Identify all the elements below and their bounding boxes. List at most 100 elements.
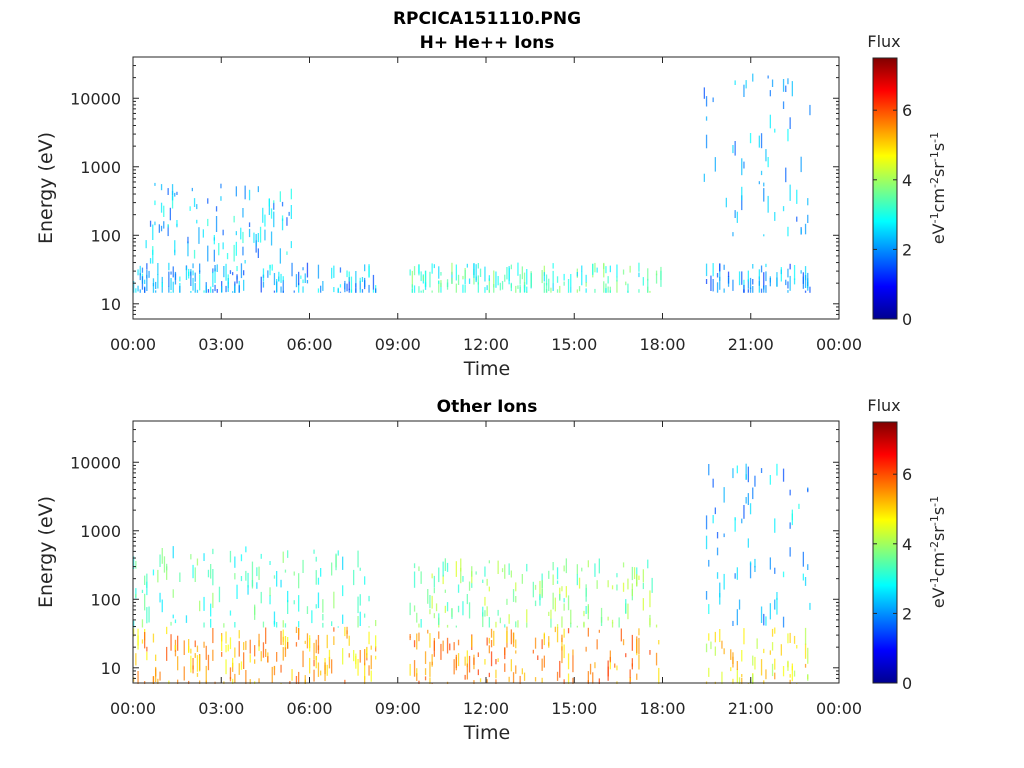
spectrogram-streak	[278, 271, 280, 282]
spectrogram-streak	[462, 275, 464, 280]
spectrogram-streak	[286, 251, 288, 255]
spectrogram-streak	[490, 628, 493, 638]
spectrogram-streak	[298, 621, 300, 628]
spectrogram-streak	[572, 649, 574, 656]
spectrogram-streak	[280, 630, 282, 645]
spectrogram-streak	[466, 650, 468, 668]
spectrogram-streak	[556, 627, 559, 643]
spectrogram-streak	[366, 648, 368, 658]
spectrogram-streak	[749, 277, 752, 289]
x-tick-label: 09:00	[375, 335, 421, 354]
spectrogram-streak	[515, 596, 517, 603]
spectrogram-streak	[155, 281, 157, 289]
colorbar-tick-label: 6	[902, 101, 912, 120]
spectrogram-streak	[240, 263, 243, 279]
spectrogram-streak	[225, 631, 227, 644]
spectrogram-streak	[238, 663, 240, 675]
spectrogram-streak	[438, 631, 440, 639]
spectrogram-streak	[570, 609, 572, 624]
spectrogram-streak	[273, 665, 276, 676]
spectrogram-streak	[190, 291, 192, 293]
spectrogram-streak	[486, 578, 488, 586]
spectrogram-streak	[152, 633, 155, 643]
spectrogram-streak	[260, 553, 262, 559]
spectrogram-streak	[240, 576, 243, 582]
spectrogram-streak	[596, 639, 598, 650]
spectrogram-streak	[418, 566, 420, 572]
spectrogram-streak	[642, 277, 644, 286]
spectrogram-streak	[171, 184, 174, 196]
spectrogram-streak	[172, 589, 174, 598]
spectrogram-streak	[787, 290, 789, 293]
spectrogram-streak	[328, 656, 331, 669]
spectrogram-streak	[523, 285, 526, 293]
spectrogram	[133, 73, 811, 293]
spectrogram-streak	[212, 649, 214, 661]
spectrogram-streak	[190, 554, 192, 560]
spectrogram-streak	[530, 273, 532, 287]
spectrogram-streak	[260, 651, 262, 662]
spectrogram-streak	[248, 189, 251, 201]
spectrogram-streak	[504, 564, 506, 579]
spectrogram-streak	[519, 274, 521, 284]
spectrogram-streak	[541, 658, 543, 671]
spectrogram-streak	[723, 264, 725, 270]
spectrogram-streak	[144, 575, 146, 585]
spectrogram-streak	[647, 278, 649, 293]
spectrogram-streak	[375, 635, 377, 648]
spectrogram-streak	[765, 271, 767, 282]
spectrogram-streak	[705, 279, 708, 284]
spectrogram-streak	[457, 639, 460, 646]
spectrogram-streak	[486, 679, 488, 683]
spectrogram-streak	[703, 87, 705, 99]
x-tick-label: 03:00	[198, 699, 244, 718]
spectrogram-streak	[780, 644, 782, 656]
spectrogram-streak	[585, 274, 587, 283]
spectrogram-streak	[607, 616, 609, 621]
spectrogram-streak	[375, 646, 377, 652]
spectrogram-streak	[512, 632, 515, 643]
spectrogram-streak	[290, 188, 292, 200]
spectrogram-streak	[723, 573, 725, 590]
spectrogram-streak	[411, 270, 413, 288]
spectrogram-streak	[225, 659, 227, 675]
spectrogram-streak	[233, 244, 235, 262]
spectrogram-streak	[210, 618, 212, 628]
spectrogram-streak	[589, 663, 592, 675]
spectrogram-streak	[712, 263, 714, 277]
spectrogram-streak	[409, 663, 411, 676]
spectrogram-streak	[280, 286, 282, 293]
spectrogram-streak	[234, 556, 236, 568]
spectrogram-streak	[210, 564, 212, 579]
spectrogram-streak	[322, 281, 324, 291]
spectrogram-streak	[462, 576, 464, 582]
spectrogram-streak	[752, 73, 754, 82]
spectrogram-streak	[326, 634, 328, 649]
spectrogram-streak	[649, 618, 651, 626]
spectrogram-streak	[348, 635, 350, 646]
spectrogram-streak	[523, 272, 526, 289]
spectrogram-streak	[556, 567, 559, 580]
spectrogram-streak	[642, 569, 644, 583]
spectrogram-streak	[638, 289, 640, 293]
spectrogram-streak	[172, 546, 174, 559]
x-tick-label: 06:00	[286, 335, 332, 354]
spectrogram-streak	[203, 641, 205, 648]
spectrogram-streak	[168, 262, 170, 271]
spectrogram-streak	[295, 626, 298, 633]
spectrogram-streak	[763, 285, 765, 293]
spectrogram-streak	[488, 289, 490, 293]
spectrogram-streak	[229, 550, 232, 563]
spectrogram-streak	[422, 275, 424, 281]
spectrogram-streak	[342, 585, 344, 597]
spectrogram-streak	[154, 221, 156, 226]
spectrogram-streak	[309, 657, 311, 674]
spectrogram-streak	[519, 284, 521, 293]
spectrogram-streak	[561, 634, 563, 643]
x-tick-label: 06:00	[286, 699, 332, 718]
spectrogram-streak	[636, 673, 638, 680]
spectrogram-streak	[760, 468, 763, 473]
spectrogram-streak	[453, 642, 455, 651]
spectrogram-streak	[570, 622, 572, 628]
spectrogram-streak	[609, 656, 611, 663]
